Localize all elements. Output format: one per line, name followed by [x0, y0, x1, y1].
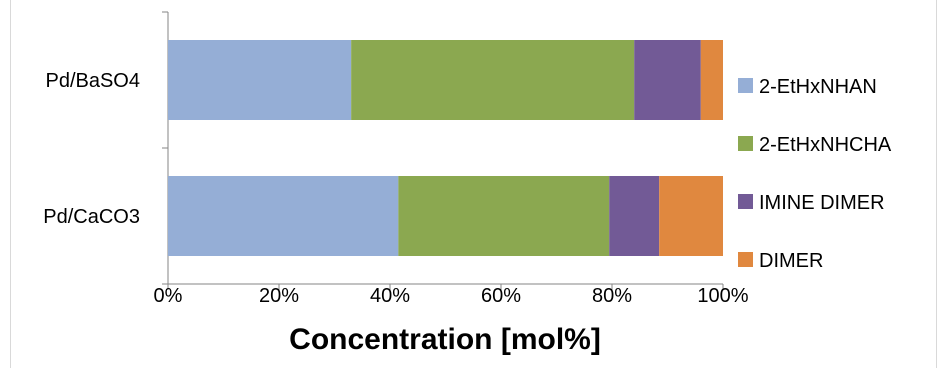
legend-item: 2-EtHxNHAN	[738, 76, 877, 98]
bar-segment-2-1	[168, 176, 399, 256]
x-axis-title: Concentration [mol%]	[289, 323, 601, 356]
x-tick-labels: 0% 20% 40% 60% 80% 100%	[154, 285, 749, 307]
bar-segment-1-4	[700, 40, 723, 120]
bar-segment-2-4	[659, 176, 723, 256]
x-tick-label: 0%	[154, 285, 183, 307]
legend-swatch	[738, 136, 753, 151]
legend-label: 2-EtHxNHCHA	[759, 134, 892, 156]
legend-swatch	[738, 252, 753, 267]
category-labels: Pd/BaSO4 Pd/CaCO3	[43, 70, 140, 228]
category-label: Pd/BaSO4	[45, 70, 140, 92]
x-tick-label: 20%	[259, 285, 299, 307]
x-tick-label: 100%	[697, 285, 748, 307]
legend: 2-EtHxNHAN 2-EtHxNHCHA IMINE DIMER DIMER	[738, 76, 892, 272]
x-tick-label: 40%	[370, 285, 410, 307]
x-tick-label: 80%	[592, 285, 632, 307]
legend-item: 2-EtHxNHCHA	[738, 134, 892, 156]
bar-segment-1-2	[351, 40, 635, 120]
legend-label: IMINE DIMER	[759, 192, 885, 214]
legend-item: DIMER	[738, 250, 823, 272]
legend-label: 2-EtHxNHAN	[759, 76, 877, 98]
legend-item: IMINE DIMER	[738, 192, 885, 214]
legend-label: DIMER	[759, 250, 823, 272]
bar-segment-2-3	[609, 176, 660, 256]
bars-group	[168, 40, 723, 256]
bar-segment-1-3	[634, 40, 701, 120]
x-tick-label: 60%	[481, 285, 521, 307]
bar-segment-1-1	[168, 40, 352, 120]
category-label: Pd/CaCO3	[43, 206, 140, 228]
bar-segment-2-2	[398, 176, 610, 256]
legend-swatch	[738, 78, 753, 93]
legend-swatch	[738, 194, 753, 209]
